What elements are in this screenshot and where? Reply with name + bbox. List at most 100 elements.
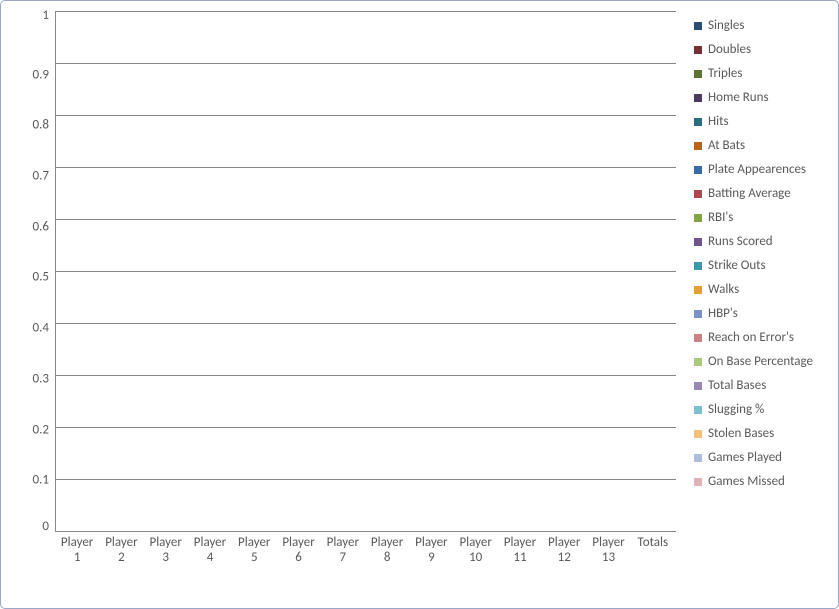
legend-swatch <box>694 334 702 342</box>
legend-item[interactable]: Total Bases <box>694 379 828 392</box>
legend-label: Slugging % <box>708 403 764 416</box>
legend-swatch <box>694 46 702 54</box>
legend-label: Strike Outs <box>708 259 766 272</box>
y-tick-label: 0 <box>42 520 49 533</box>
legend-item[interactable]: Reach on Error's <box>694 331 828 344</box>
y-tick-label: 0.6 <box>33 220 49 233</box>
gridline <box>56 167 676 168</box>
legend-item[interactable]: Games Played <box>694 451 828 464</box>
legend-item[interactable]: Batting Average <box>694 187 828 200</box>
x-tick-label: Player9 <box>409 532 453 566</box>
legend-swatch <box>694 118 702 126</box>
legend-swatch <box>694 214 702 222</box>
x-tick-label: Player12 <box>542 532 586 566</box>
x-tick-label: Player7 <box>321 532 365 566</box>
x-tick-label: Player8 <box>365 532 409 566</box>
plot-row: 10.90.80.70.60.50.40.30.20.10 <box>15 11 676 532</box>
legend-label: On Base Percentage <box>708 355 813 368</box>
x-tick-label: Player3 <box>144 532 188 566</box>
legend-item[interactable]: Stolen Bases <box>694 427 828 440</box>
legend-label: Games Played <box>708 451 782 464</box>
legend-label: Plate Appearences <box>708 163 806 176</box>
y-tick-label: 0.2 <box>33 423 49 436</box>
legend-label: Hits <box>708 115 729 128</box>
legend-item[interactable]: Walks <box>694 283 828 296</box>
legend-label: Games Missed <box>708 475 785 488</box>
legend-swatch <box>694 310 702 318</box>
legend-swatch <box>694 142 702 150</box>
x-tick-label: Player1 <box>55 532 99 566</box>
x-tick-label: Player4 <box>188 532 232 566</box>
legend-item[interactable]: RBI's <box>694 211 828 224</box>
gridline <box>56 63 676 64</box>
gridline <box>56 479 676 480</box>
y-tick-label: 0.3 <box>33 372 49 385</box>
gridline <box>56 11 676 12</box>
legend-swatch <box>694 430 702 438</box>
plot-area <box>55 11 676 532</box>
legend-label: At Bats <box>708 139 745 152</box>
gridline <box>56 323 676 324</box>
legend-item[interactable]: Singles <box>694 19 828 32</box>
x-tick-label: Player10 <box>454 532 498 566</box>
x-axis: Player1Player2Player3Player4Player5Playe… <box>55 532 675 566</box>
gridline <box>56 375 676 376</box>
x-tick-label: Player2 <box>99 532 143 566</box>
x-tick-label: Player5 <box>232 532 276 566</box>
legend-label: Doubles <box>708 43 751 56</box>
legend-label: Home Runs <box>708 91 769 104</box>
legend-swatch <box>694 454 702 462</box>
legend-label: Runs Scored <box>708 235 773 248</box>
legend-label: Singles <box>708 19 744 32</box>
legend-label: Triples <box>708 67 742 80</box>
legend-item[interactable]: Hits <box>694 115 828 128</box>
legend-label: Total Bases <box>708 379 766 392</box>
legend-item[interactable]: At Bats <box>694 139 828 152</box>
legend-swatch <box>694 70 702 78</box>
legend-swatch <box>694 478 702 486</box>
y-tick-label: 0.9 <box>33 68 49 81</box>
legend-label: HBP's <box>708 307 738 320</box>
y-tick-label: 1 <box>42 9 49 22</box>
legend-item[interactable]: Home Runs <box>694 91 828 104</box>
legend-swatch <box>694 22 702 30</box>
y-axis: 10.90.80.70.60.50.40.30.20.10 <box>15 11 55 531</box>
legend-label: Stolen Bases <box>708 427 774 440</box>
legend-label: RBI's <box>708 211 733 224</box>
gridline <box>56 115 676 116</box>
legend-swatch <box>694 358 702 366</box>
y-tick-label: 0.5 <box>33 271 49 284</box>
legend-item[interactable]: Runs Scored <box>694 235 828 248</box>
y-tick-label: 0.1 <box>33 474 49 487</box>
gridline <box>56 427 676 428</box>
x-tick-label: Player6 <box>276 532 320 566</box>
x-tick-label: Player11 <box>498 532 542 566</box>
legend-item[interactable]: Slugging % <box>694 403 828 416</box>
legend-swatch <box>694 166 702 174</box>
legend-swatch <box>694 262 702 270</box>
legend-label: Batting Average <box>708 187 791 200</box>
legend-label: Reach on Error's <box>708 331 794 344</box>
y-tick-label: 0.7 <box>33 170 49 183</box>
chart-container: 10.90.80.70.60.50.40.30.20.10 Player1Pla… <box>0 0 839 609</box>
legend-swatch <box>694 94 702 102</box>
legend-swatch <box>694 382 702 390</box>
legend-swatch <box>694 190 702 198</box>
legend-item[interactable]: HBP's <box>694 307 828 320</box>
plot-and-axis: 10.90.80.70.60.50.40.30.20.10 Player1Pla… <box>15 11 676 602</box>
legend-item[interactable]: Triples <box>694 67 828 80</box>
legend-item[interactable]: Plate Appearences <box>694 163 828 176</box>
legend-swatch <box>694 406 702 414</box>
x-tick-label: Totals <box>631 532 675 566</box>
legend-item[interactable]: Strike Outs <box>694 259 828 272</box>
y-tick-label: 0.4 <box>33 322 49 335</box>
x-tick-label: Player13 <box>586 532 630 566</box>
gridline <box>56 271 676 272</box>
gridline <box>56 219 676 220</box>
legend-item[interactable]: On Base Percentage <box>694 355 828 368</box>
legend-swatch <box>694 238 702 246</box>
legend-item[interactable]: Games Missed <box>694 475 828 488</box>
legend: Singles Doubles Triples Home Runs Hits At Bat… <box>676 11 828 602</box>
legend-item[interactable]: Doubles <box>694 43 828 56</box>
legend-label: Walks <box>708 283 739 296</box>
